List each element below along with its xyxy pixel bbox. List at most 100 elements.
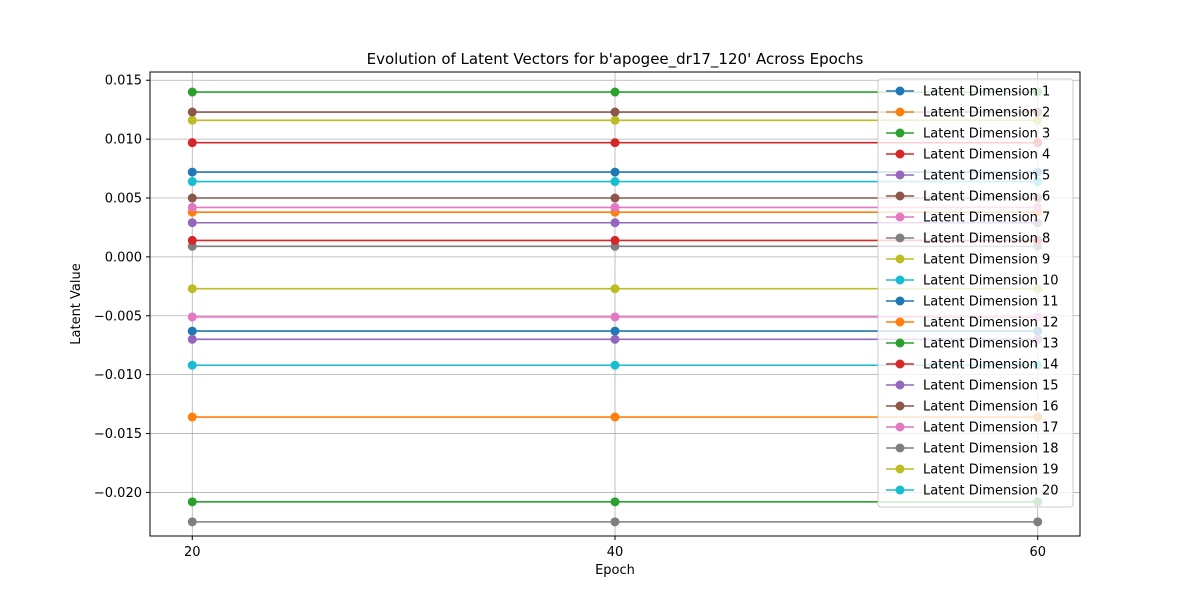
data-point [187, 167, 197, 177]
legend-label: Latent Dimension 15 [923, 379, 1059, 394]
legend-label: Latent Dimension 14 [923, 358, 1059, 373]
legend-item: Latent Dimension 1 [886, 85, 1050, 100]
data-point [610, 360, 620, 370]
legend-item: Latent Dimension 6 [886, 190, 1050, 205]
legend-item: Latent Dimension 10 [886, 274, 1059, 289]
legend-swatch-marker [895, 359, 905, 369]
x-tick-label: 40 [607, 545, 624, 560]
y-axis-ticks: −0.020 −0.015 −0.010 −0.005 0.000 0.005 0.010 0… [94, 74, 150, 501]
legend-item: Latent Dimension 5 [886, 169, 1050, 184]
data-point [610, 284, 620, 294]
data-point [610, 193, 620, 203]
data-point [610, 87, 620, 97]
legend: Latent Dimension 1 Latent Dimension 2 Late… [877, 78, 1074, 508]
legend-swatch-marker [895, 107, 905, 117]
legend-swatch-marker [895, 380, 905, 390]
legend-swatch-marker [895, 170, 905, 180]
data-point [187, 284, 197, 294]
legend-swatch-marker [895, 86, 905, 96]
y-tick-label: −0.005 [94, 309, 142, 324]
legend-item: Latent Dimension 19 [886, 463, 1059, 478]
data-point [610, 138, 620, 148]
legend-swatch-marker [895, 275, 905, 285]
data-point [187, 202, 197, 212]
legend-label: Latent Dimension 1 [923, 85, 1050, 100]
legend-swatch-marker [895, 317, 905, 327]
legend-swatch-marker [895, 401, 905, 411]
data-point [610, 334, 620, 344]
data-point [187, 177, 197, 187]
legend-swatch-marker [895, 149, 905, 159]
legend-swatch-marker [895, 128, 905, 138]
data-point [187, 107, 197, 117]
x-tick-label: 20 [184, 545, 201, 560]
x-axis-ticks: 20 40 60 [184, 536, 1046, 560]
legend-swatch-marker [895, 212, 905, 222]
legend-label: Latent Dimension 10 [923, 274, 1059, 289]
y-tick-label: −0.010 [94, 368, 142, 383]
data-point [187, 218, 197, 228]
data-point [187, 326, 197, 336]
data-point [610, 177, 620, 187]
y-tick-label: 0.005 [105, 192, 142, 207]
legend-box [877, 78, 1074, 508]
legend-item: Latent Dimension 9 [886, 253, 1050, 268]
legend-item: Latent Dimension 16 [886, 400, 1059, 415]
legend-label: Latent Dimension 7 [923, 211, 1050, 226]
y-tick-label: 0.000 [105, 250, 142, 265]
data-point [187, 360, 197, 370]
data-point [187, 87, 197, 97]
legend-label: Latent Dimension 8 [923, 232, 1050, 247]
data-point [187, 115, 197, 125]
data-point [610, 517, 620, 527]
legend-item: Latent Dimension 18 [886, 442, 1059, 457]
legend-swatch-marker [895, 233, 905, 243]
legend-label: Latent Dimension 16 [923, 400, 1059, 415]
data-point [187, 517, 197, 527]
data-point [187, 138, 197, 148]
y-axis-label: Latent Value [69, 263, 84, 344]
data-point [610, 115, 620, 125]
legend-label: Latent Dimension 20 [923, 484, 1059, 499]
y-tick-label: −0.020 [94, 486, 142, 501]
data-point [610, 218, 620, 228]
legend-label: Latent Dimension 19 [923, 463, 1059, 478]
data-point [187, 235, 197, 245]
legend-swatch-marker [895, 254, 905, 264]
legend-label: Latent Dimension 9 [923, 253, 1050, 268]
legend-item: Latent Dimension 14 [886, 358, 1059, 373]
data-point [610, 202, 620, 212]
legend-label: Latent Dimension 18 [923, 442, 1059, 457]
y-tick-label: 0.010 [105, 133, 142, 148]
data-point [187, 412, 197, 422]
legend-item: Latent Dimension 4 [886, 148, 1050, 163]
data-point [187, 193, 197, 203]
legend-item: Latent Dimension 8 [886, 232, 1050, 247]
legend-item: Latent Dimension 7 [886, 211, 1050, 226]
legend-item: Latent Dimension 13 [886, 337, 1059, 352]
x-axis-label: Epoch [595, 563, 635, 578]
legend-item: Latent Dimension 11 [886, 295, 1059, 310]
data-point [610, 326, 620, 336]
legend-label: Latent Dimension 2 [923, 106, 1050, 121]
legend-label: Latent Dimension 3 [923, 127, 1050, 142]
data-point [610, 167, 620, 177]
chart-title: Evolution of Latent Vectors for b'apogee… [367, 50, 864, 69]
legend-item: Latent Dimension 20 [886, 484, 1059, 499]
legend-item: Latent Dimension 12 [886, 316, 1059, 331]
series-18 [187, 517, 1043, 527]
data-point [1033, 517, 1043, 527]
legend-swatch-marker [895, 191, 905, 201]
legend-label: Latent Dimension 11 [923, 295, 1059, 310]
legend-swatch-marker [895, 464, 905, 474]
legend-label: Latent Dimension 13 [923, 337, 1059, 352]
y-tick-label: 0.015 [105, 74, 142, 89]
legend-label: Latent Dimension 12 [923, 316, 1059, 331]
legend-swatch-marker [895, 422, 905, 432]
data-point [610, 107, 620, 117]
data-point [610, 412, 620, 422]
data-point [187, 334, 197, 344]
data-point [610, 497, 620, 507]
legend-item: Latent Dimension 15 [886, 379, 1059, 394]
data-point [610, 312, 620, 322]
